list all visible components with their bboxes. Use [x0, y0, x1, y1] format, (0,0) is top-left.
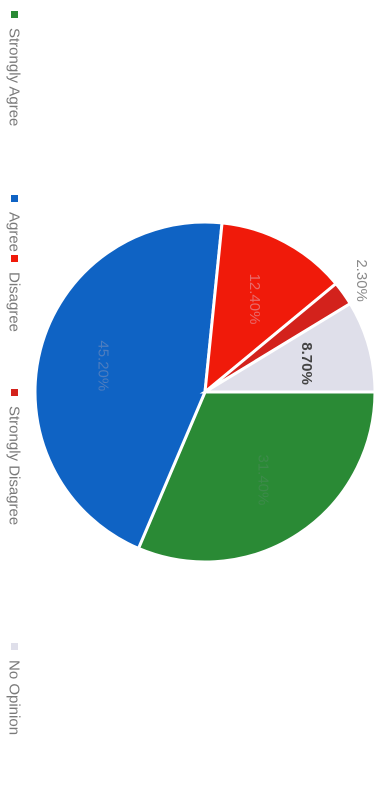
- slice-value-label-strongly-disagree: 2.30%: [353, 259, 370, 302]
- pie-slice-agree: [33, 220, 224, 551]
- legend-label-strongly-agree: Strongly Agree: [6, 28, 23, 126]
- legend-swatch-disagree: [11, 255, 18, 262]
- chart-legend: Strongly Agree Agree Disagree Strongly Disa…: [6, 11, 23, 735]
- legend-swatch-no-opinion: [11, 643, 18, 650]
- slice-value-label-disagree: 12.40%: [246, 274, 263, 325]
- legend-swatch-agree: [11, 195, 18, 202]
- slice-value-label-strongly-agree: 31.40%: [255, 454, 272, 505]
- legend-label-no-opinion: No Opinion: [6, 660, 23, 735]
- legend-label-agree: Agree: [6, 212, 23, 252]
- legend-label-strongly-disagree: Strongly Disagree: [6, 406, 23, 525]
- legend-swatch-strongly-disagree: [11, 389, 18, 396]
- legend-label-disagree: Disagree: [6, 272, 23, 332]
- slice-value-label-no-opinion: 8.70%: [298, 342, 315, 385]
- slice-value-labels: 31.40% 45.20% 12.40% 2.30% 8.70%: [94, 259, 369, 505]
- pie-slices: [33, 220, 377, 564]
- pie-slice-no-opinion: [199, 301, 377, 394]
- slice-value-label-agree: 45.20%: [94, 340, 111, 391]
- legend-swatch-strongly-agree: [11, 11, 18, 18]
- pie-slice-strongly-agree: [136, 390, 377, 564]
- pie-slice-disagree: [203, 221, 339, 396]
